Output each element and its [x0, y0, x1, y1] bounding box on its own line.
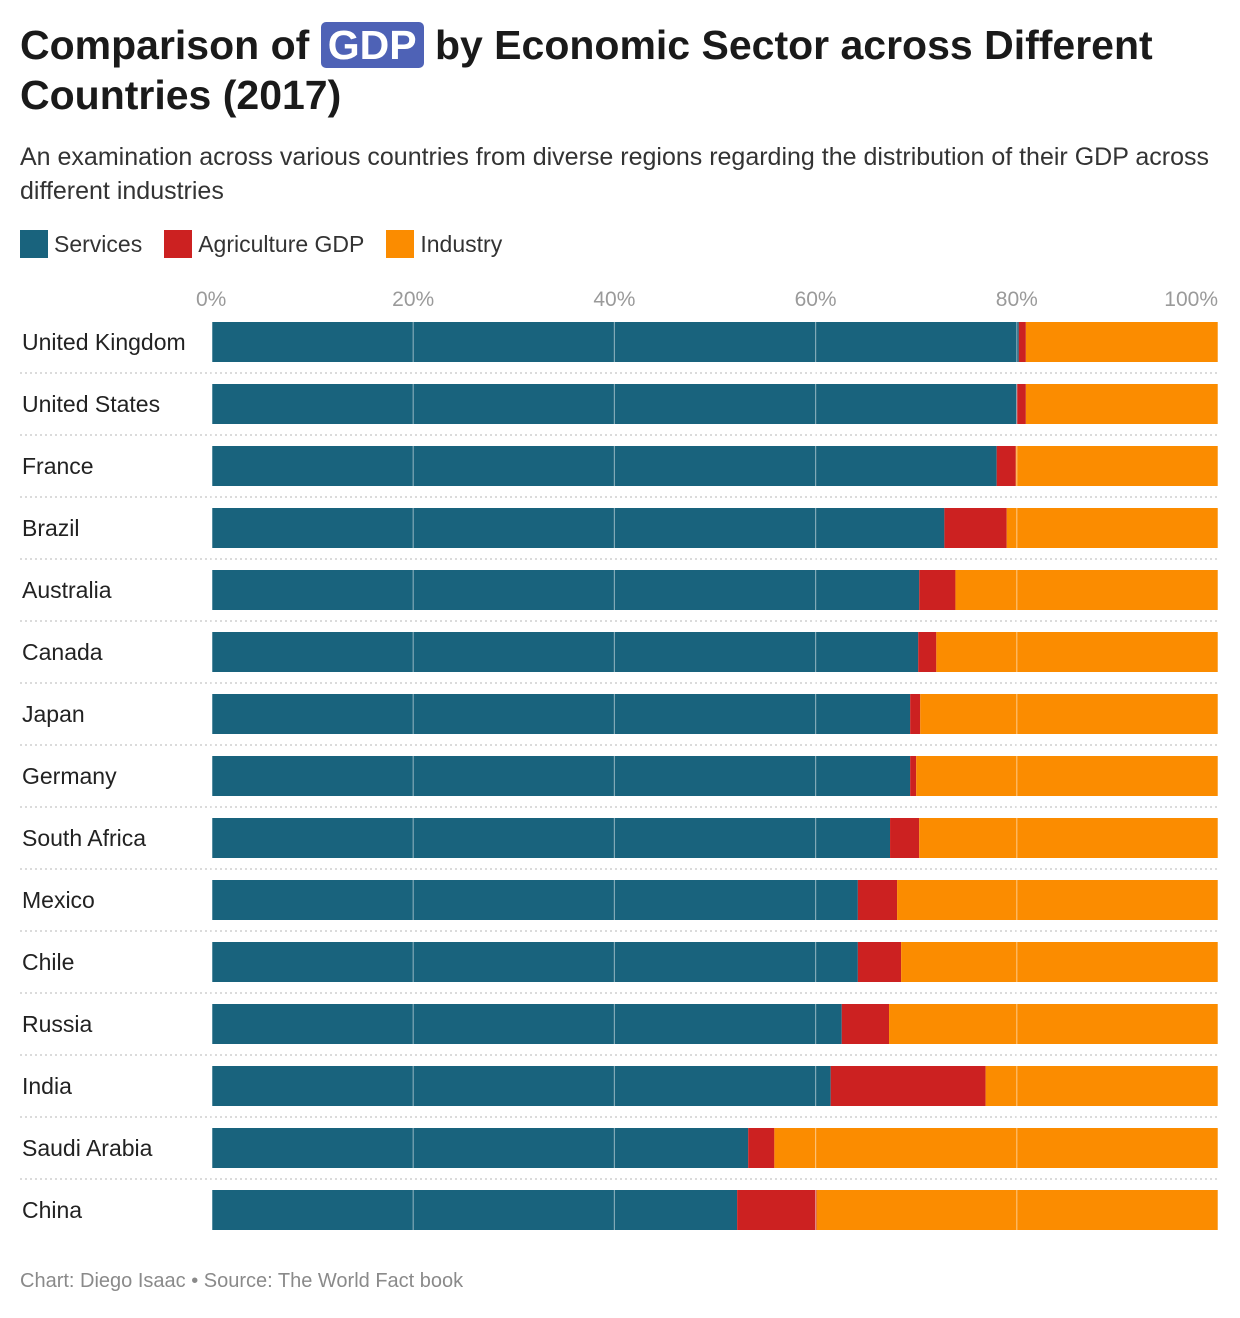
legend-label-services: Services — [54, 230, 143, 257]
category-label-saudi-arabia: Saudi Arabia — [22, 1135, 153, 1161]
bar-united-states-services — [212, 384, 1017, 424]
bar-saudi-arabia-services — [212, 1128, 749, 1168]
bar-south-africa-services — [212, 818, 891, 858]
x-tick-label: 60% — [795, 288, 837, 311]
category-label-india: India — [22, 1073, 72, 1099]
bar-france-services — [212, 446, 997, 486]
bar-saudi-arabia-industry — [774, 1128, 1218, 1168]
legend-item-industry: Industry — [386, 230, 502, 258]
legend-swatch-agriculture — [164, 230, 193, 258]
bar-france-industry — [1015, 446, 1218, 486]
bar-chile-services — [212, 942, 858, 982]
category-label-china: China — [22, 1197, 82, 1223]
legend-swatch-industry — [386, 230, 415, 258]
bar-canada-services — [212, 632, 919, 672]
bar-mexico-services — [212, 880, 858, 920]
bar-mexico-agriculture-gdp — [857, 880, 898, 920]
bar-germany-industry — [916, 756, 1218, 796]
chart-subtitle: An examination across various countries … — [20, 143, 1209, 205]
bar-saudi-arabia-agriculture-gdp — [748, 1128, 775, 1168]
bar-china-services — [212, 1190, 738, 1230]
bar-mexico-industry — [897, 880, 1218, 920]
bar-russia-industry — [889, 1004, 1218, 1044]
bar-japan-agriculture-gdp — [910, 694, 921, 734]
x-tick-label: 20% — [392, 288, 434, 311]
x-tick-label: 80% — [996, 288, 1038, 311]
bar-south-africa-agriculture-gdp — [890, 818, 920, 858]
bar-australia-services — [212, 570, 920, 610]
category-label-japan: Japan — [22, 701, 85, 727]
bar-chile-industry — [901, 942, 1218, 982]
bar-brazil-industry — [1006, 508, 1218, 548]
title-highlight: GDP — [320, 22, 424, 68]
bar-chile-agriculture-gdp — [857, 942, 902, 982]
legend: Services Agriculture GDP Industry — [20, 230, 502, 258]
bar-france-agriculture-gdp — [996, 446, 1016, 486]
title-post: by Economic Sector across Different Coun… — [20, 22, 1153, 118]
category-label-germany: Germany — [22, 763, 117, 789]
bar-canada-agriculture-gdp — [918, 632, 937, 672]
bar-japan-services — [212, 694, 911, 734]
bar-united-kingdom-services — [212, 322, 1019, 362]
bar-brazil-agriculture-gdp — [944, 508, 1007, 548]
bar-australia-agriculture-gdp — [919, 570, 956, 610]
category-label-united-states: United States — [22, 391, 160, 417]
bar-india-industry — [985, 1066, 1218, 1106]
x-tick-label: 40% — [593, 288, 635, 311]
title-pre: Comparison of — [20, 22, 321, 68]
chart-credit: Chart: Diego Isaac • Source: The World F… — [20, 1270, 464, 1292]
x-tick-label: 100% — [1164, 288, 1218, 311]
category-label-canada: Canada — [22, 639, 103, 665]
bar-china-agriculture-gdp — [737, 1190, 817, 1230]
legend-item-agriculture: Agriculture GDP — [164, 230, 364, 258]
bar-germany-services — [212, 756, 911, 796]
x-tick-label: 0% — [196, 288, 226, 311]
legend-item-services: Services — [20, 230, 142, 258]
category-label-brazil: Brazil — [22, 515, 80, 541]
category-label-russia: Russia — [22, 1011, 93, 1037]
bar-united-kingdom-industry — [1025, 322, 1218, 362]
bar-united-kingdom-agriculture-gdp — [1018, 322, 1026, 362]
bar-brazil-services — [212, 508, 945, 548]
category-label-australia: Australia — [22, 577, 112, 603]
bar-germany-agriculture-gdp — [910, 756, 917, 796]
bar-south-africa-industry — [919, 818, 1218, 858]
bar-india-agriculture-gdp — [830, 1066, 986, 1106]
bar-india-services — [212, 1066, 831, 1106]
legend-label-agriculture: Agriculture GDP — [198, 230, 365, 257]
bar-japan-industry — [920, 694, 1218, 734]
category-label-france: France — [22, 453, 94, 479]
bar-australia-industry — [955, 570, 1218, 610]
bar-china-industry — [816, 1190, 1218, 1230]
bar-canada-industry — [936, 632, 1218, 672]
category-label-chile: Chile — [22, 949, 74, 975]
bar-united-states-agriculture-gdp — [1016, 384, 1026, 424]
bar-united-states-industry — [1025, 384, 1218, 424]
category-label-mexico: Mexico — [22, 887, 95, 913]
bar-russia-agriculture-gdp — [841, 1004, 890, 1044]
category-label-south-africa: South Africa — [22, 825, 146, 851]
legend-label-industry: Industry — [420, 230, 503, 257]
bar-russia-services — [212, 1004, 842, 1044]
stacked-bar-chart: United Kingdom United States France Brazil A… — [20, 288, 1219, 1230]
category-label-united-kingdom: United Kingdom — [22, 329, 186, 355]
legend-swatch-services — [20, 230, 48, 258]
chart-title: Comparison of GDP by Economic Sector acr… — [20, 20, 1220, 120]
